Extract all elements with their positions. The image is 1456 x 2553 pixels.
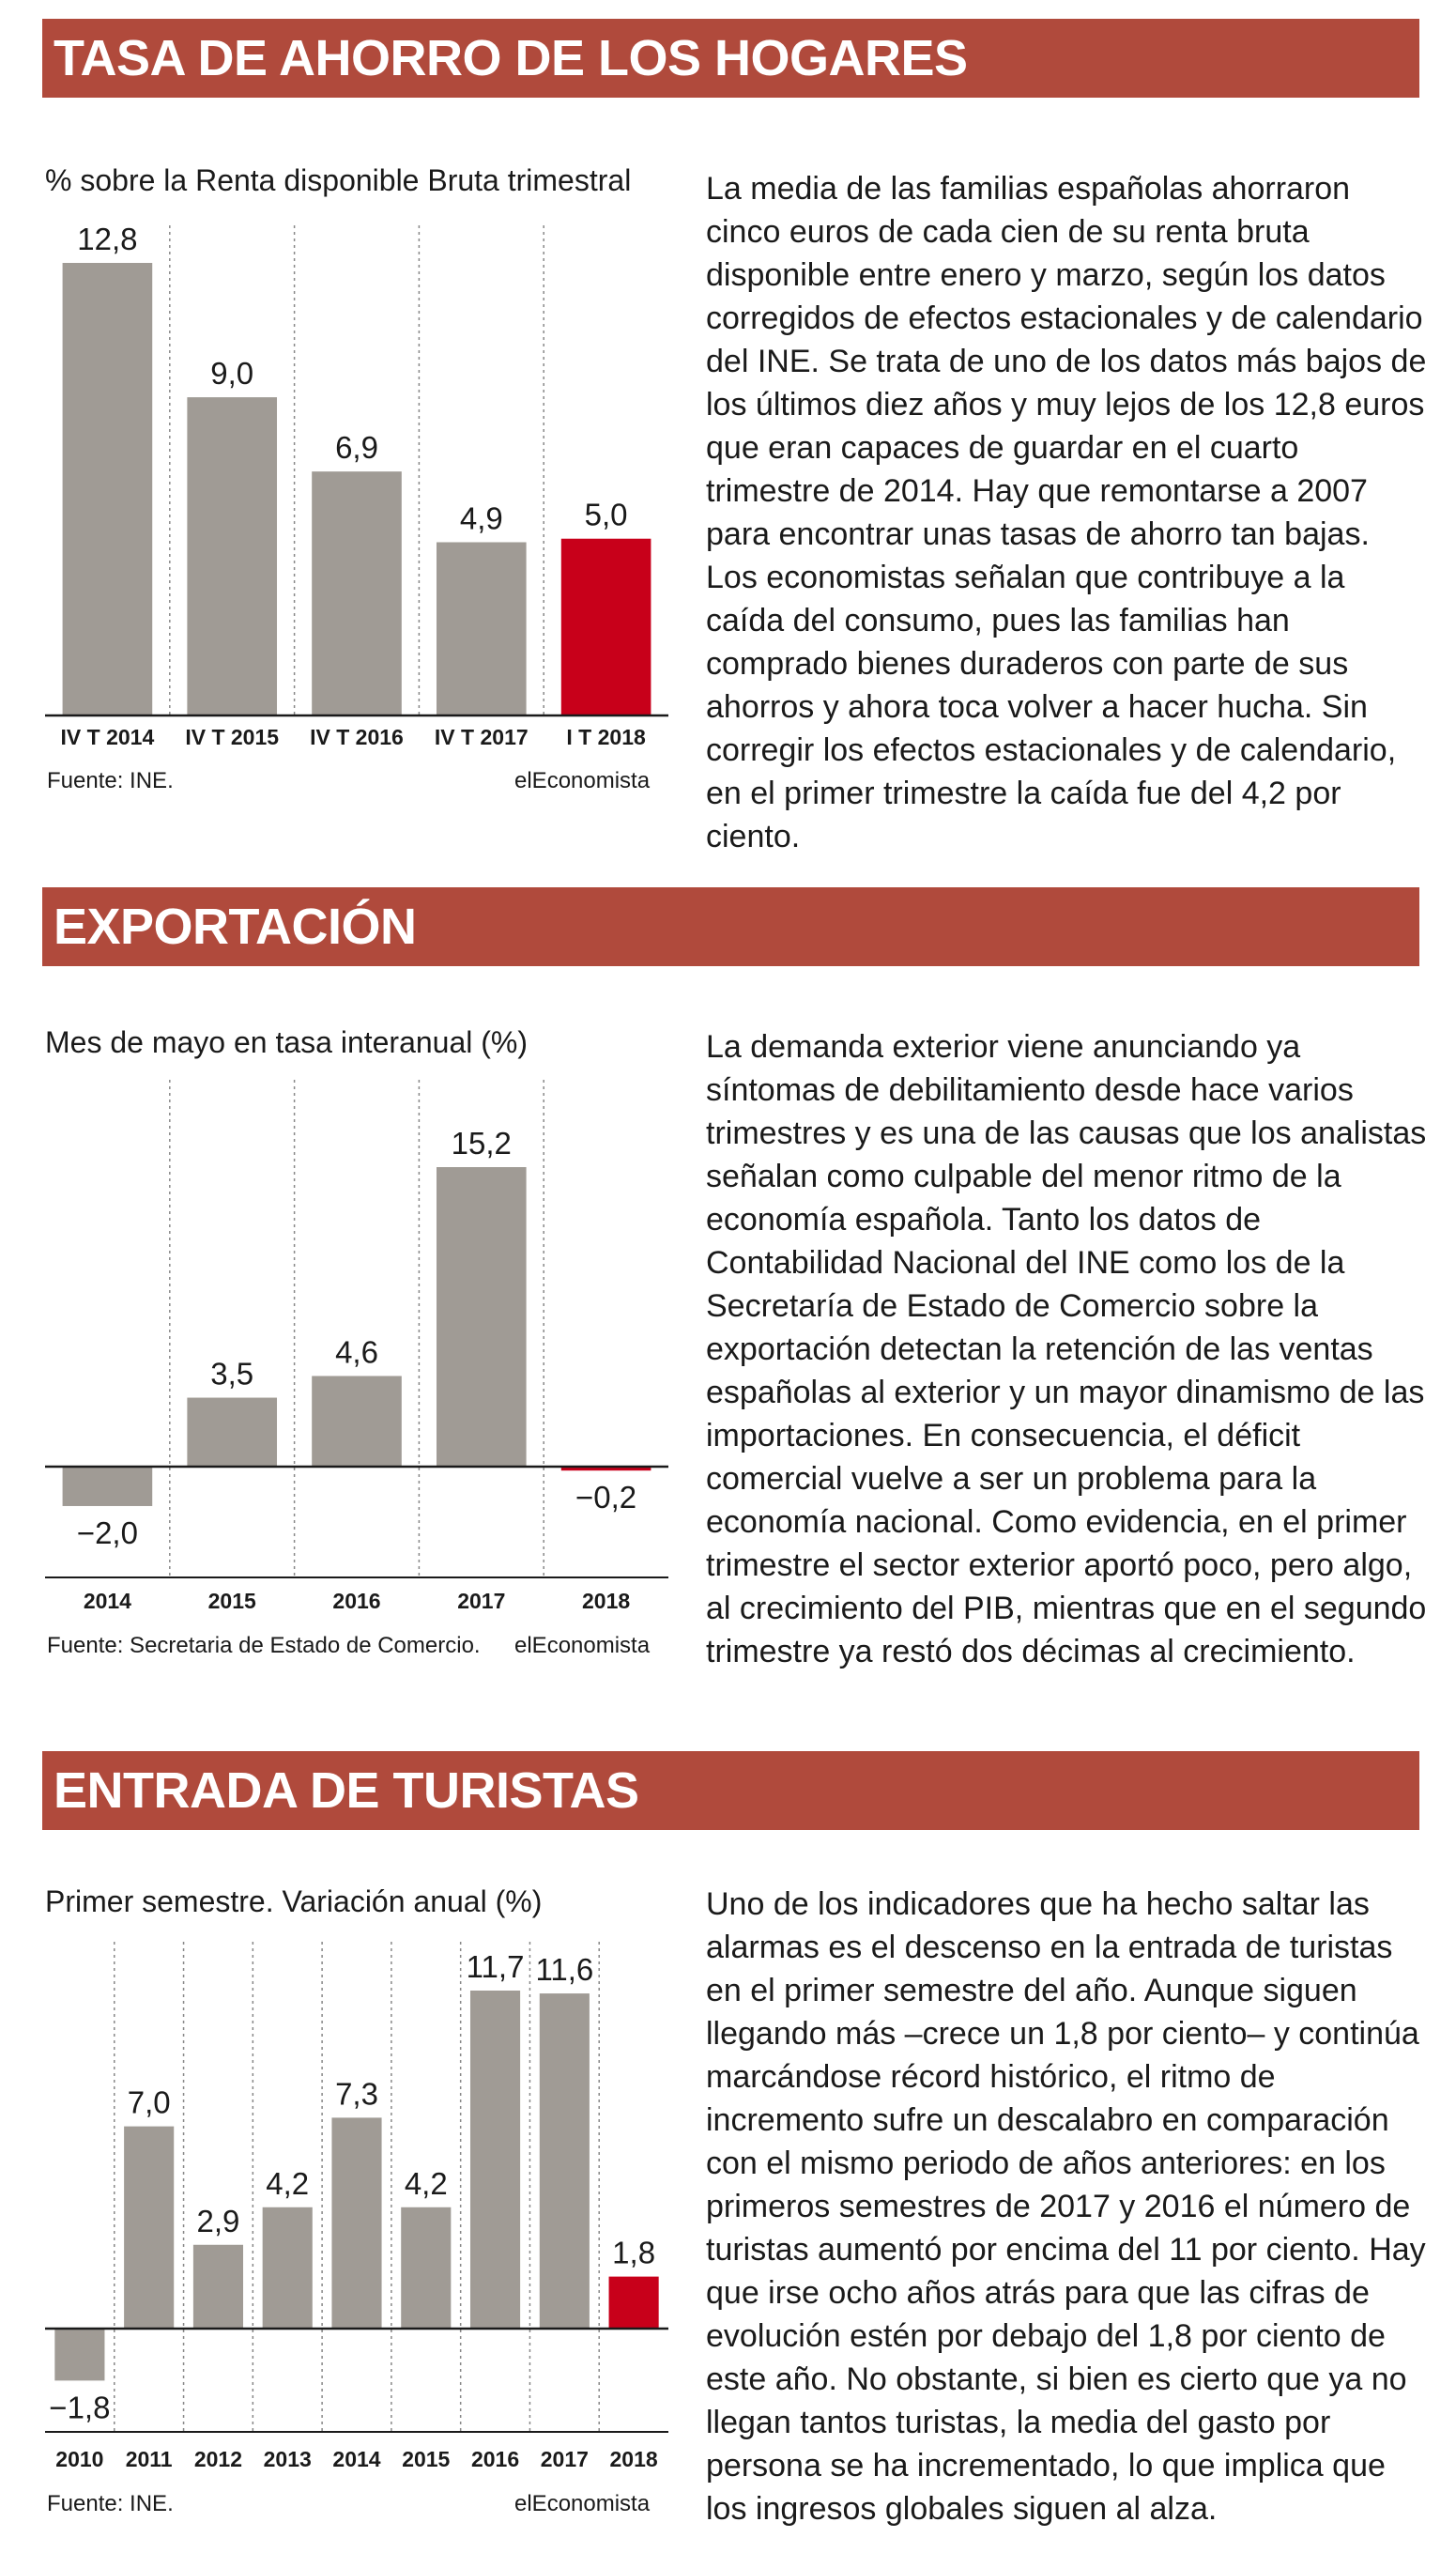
category-label: 2018 bbox=[610, 2447, 658, 2471]
category-label: 2015 bbox=[208, 1589, 256, 1613]
category-label: 2012 bbox=[194, 2447, 242, 2471]
bar-value-label: −2,0 bbox=[77, 1515, 138, 1550]
chart-bar bbox=[560, 538, 651, 715]
chart-exportacion: −2,0 2014 3,5 2015 4,6 2016 15,2 2017 −0,2 2018 bbox=[45, 1080, 668, 1613]
chart-bar bbox=[312, 1376, 402, 1467]
chart-turistas: −1,8 2010 7,0 2011 2,9 2012 4,2 2013 7,3 2014 4,2 2… bbox=[45, 1942, 668, 2471]
bar-value-label: 4,6 bbox=[335, 1334, 378, 1369]
bar-value-label: 7,3 bbox=[335, 2076, 378, 2111]
bar-value-label: 11,7 bbox=[467, 1949, 525, 1984]
category-label: 2013 bbox=[264, 2447, 312, 2471]
chart-bar bbox=[469, 1991, 521, 2329]
chart-brand-ahorro: elEconomista bbox=[514, 768, 651, 793]
bar-value-label: 12,8 bbox=[77, 222, 137, 256]
bar-value-label: 3,5 bbox=[210, 1357, 253, 1392]
chart-bar bbox=[62, 1467, 153, 1506]
chart-bar bbox=[436, 1167, 527, 1467]
bar-value-label: 11,6 bbox=[535, 1952, 593, 1987]
chart-brand-turistas: elEconomista bbox=[514, 2491, 651, 2516]
chart-bar bbox=[187, 1397, 278, 1467]
category-label: IV T 2017 bbox=[435, 725, 529, 749]
bar-value-label: 1,8 bbox=[612, 2236, 655, 2270]
chart-bar bbox=[62, 263, 153, 715]
category-label: 2018 bbox=[582, 1589, 630, 1613]
chart-bar bbox=[54, 2329, 105, 2381]
chart-bar bbox=[436, 542, 527, 715]
category-label: 2016 bbox=[471, 2447, 519, 2471]
chart-bar bbox=[560, 1467, 651, 1471]
chart-bar bbox=[262, 2207, 313, 2329]
chart-source-exportacion: Fuente: Secretaria de Estado de Comercio… bbox=[47, 1633, 481, 1658]
chart-brand-exportacion: elEconomista bbox=[514, 1633, 651, 1658]
section-title-ahorro: TASA DE AHORRO DE LOS HOGARES bbox=[42, 19, 1419, 98]
category-label: I T 2018 bbox=[566, 725, 646, 749]
chart-subtitle-turistas: Primer semestre. Variación anual (%) bbox=[45, 1884, 543, 1918]
bar-value-label: −1,8 bbox=[49, 2390, 110, 2424]
chart-subtitle-ahorro: % sobre la Renta disponible Bruta trimes… bbox=[45, 163, 632, 197]
bar-value-label: 2,9 bbox=[197, 2204, 240, 2238]
category-label: 2010 bbox=[55, 2447, 103, 2471]
category-label: 2014 bbox=[332, 2447, 380, 2471]
bar-value-label: −0,2 bbox=[575, 1480, 636, 1515]
chart-ahorro: 12,8 IV T 2014 9,0 IV T 2015 6,9 IV T 2016 4,9… bbox=[45, 222, 668, 749]
chart-source-turistas: Fuente: INE. bbox=[47, 2491, 174, 2516]
section-title-exportacion: EXPORTACIÓN bbox=[42, 887, 1419, 966]
article-text-ahorro: La media de las familias españolas ahorr… bbox=[706, 171, 1427, 854]
section-title-turistas: ENTRADA DE TURISTAS bbox=[42, 1751, 1419, 1830]
chart-bar bbox=[192, 2244, 244, 2329]
category-label: 2011 bbox=[126, 2447, 173, 2471]
category-label: IV T 2015 bbox=[185, 725, 279, 749]
bar-value-label: 7,0 bbox=[128, 2085, 171, 2120]
chart-subtitle-exportacion: Mes de mayo en tasa interanual (%) bbox=[45, 1025, 529, 1059]
category-label: IV T 2014 bbox=[61, 725, 155, 749]
bar-value-label: 6,9 bbox=[335, 430, 378, 465]
bar-value-label: 4,2 bbox=[405, 2166, 448, 2201]
article-text-turistas: Uno de los indicadores que ha hecho salt… bbox=[706, 1886, 1426, 2527]
category-label: IV T 2016 bbox=[310, 725, 404, 749]
chart-bar bbox=[124, 2126, 175, 2329]
bar-value-label: 9,0 bbox=[210, 356, 253, 391]
category-label: 2015 bbox=[402, 2447, 450, 2471]
chart-bar bbox=[187, 397, 278, 715]
category-label: 2017 bbox=[457, 1589, 505, 1613]
bar-value-label: 4,9 bbox=[460, 500, 503, 535]
chart-bar bbox=[539, 1993, 590, 2329]
chart-bar bbox=[608, 2276, 659, 2329]
bar-value-label: 4,2 bbox=[266, 2166, 309, 2201]
category-label: 2014 bbox=[84, 1589, 131, 1613]
category-label: 2017 bbox=[541, 2447, 589, 2471]
category-label: 2016 bbox=[332, 1589, 380, 1613]
article-text-exportacion: La demanda exterior viene anunciando ya … bbox=[706, 1029, 1427, 1669]
chart-bar bbox=[312, 471, 402, 715]
chart-bar bbox=[401, 2207, 452, 2329]
bar-value-label: 15,2 bbox=[452, 1126, 512, 1161]
bar-value-label: 5,0 bbox=[585, 498, 628, 532]
chart-source-ahorro: Fuente: INE. bbox=[47, 768, 174, 793]
chart-bar bbox=[331, 2117, 382, 2329]
